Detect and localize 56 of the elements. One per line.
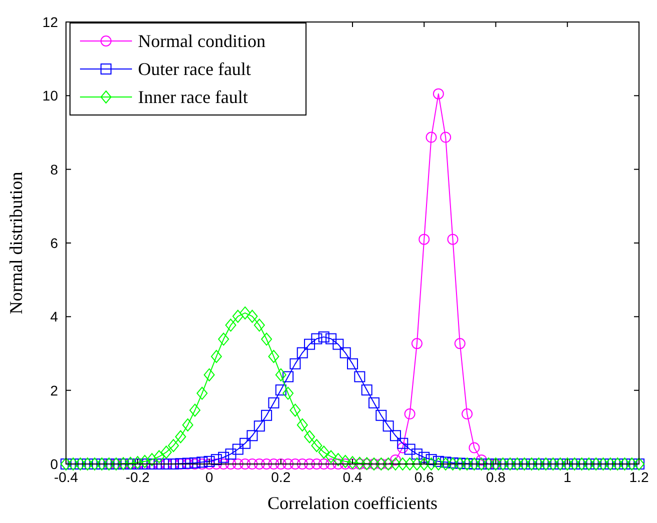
point bbox=[432, 88, 444, 100]
x-tick-label: 0.4 bbox=[342, 469, 362, 485]
point bbox=[340, 458, 351, 470]
point bbox=[261, 458, 272, 470]
point bbox=[218, 458, 230, 470]
point bbox=[418, 234, 430, 245]
point bbox=[318, 458, 330, 470]
legend-label: Inner race fault bbox=[138, 87, 248, 107]
point bbox=[225, 458, 236, 470]
x-tick-label: 1.2 bbox=[629, 469, 649, 485]
point bbox=[397, 442, 408, 454]
point bbox=[290, 458, 301, 470]
point bbox=[476, 454, 487, 466]
x-tick-label: 0.2 bbox=[271, 469, 291, 485]
point bbox=[468, 442, 480, 454]
y-tick-label: 12 bbox=[42, 14, 58, 30]
y-tick-label: 10 bbox=[42, 88, 58, 104]
point bbox=[254, 458, 265, 470]
point bbox=[440, 132, 452, 143]
point bbox=[204, 458, 215, 470]
y-tick-label: 4 bbox=[50, 308, 58, 325]
point bbox=[404, 408, 416, 420]
point bbox=[332, 458, 344, 470]
point bbox=[296, 458, 308, 470]
y-tick-label: 0 bbox=[50, 456, 58, 472]
point bbox=[246, 458, 258, 470]
point bbox=[411, 338, 422, 350]
x-tick-label: 0.8 bbox=[486, 469, 506, 485]
x-tick-label: 0 bbox=[205, 469, 214, 485]
point bbox=[454, 338, 466, 350]
point bbox=[326, 458, 337, 470]
point bbox=[268, 458, 280, 470]
x-tick-label: -0.4 bbox=[54, 469, 78, 485]
legend-label: Normal condition bbox=[138, 31, 266, 51]
point bbox=[275, 458, 286, 470]
x-tick-label: 1 bbox=[563, 469, 572, 485]
point bbox=[311, 458, 322, 470]
y-tick-label: 8 bbox=[50, 161, 58, 178]
y-tick-label: 6 bbox=[50, 235, 58, 251]
point bbox=[462, 408, 473, 420]
point bbox=[210, 458, 222, 470]
y-tick-label: 2 bbox=[50, 382, 58, 398]
point bbox=[354, 458, 366, 470]
point bbox=[426, 132, 437, 143]
point bbox=[304, 458, 316, 470]
x-tick-label: 0.6 bbox=[414, 469, 434, 485]
point bbox=[240, 458, 251, 470]
point bbox=[390, 454, 401, 466]
x-tick-label: -0.2 bbox=[126, 469, 150, 485]
x-axis-title: Correlation coefficients bbox=[267, 493, 438, 513]
point bbox=[282, 458, 294, 470]
point bbox=[447, 234, 458, 245]
legend-label: Outer race fault bbox=[138, 59, 251, 79]
y-axis-title: Normal distribution bbox=[6, 172, 26, 314]
point bbox=[347, 458, 358, 470]
point bbox=[232, 458, 244, 470]
